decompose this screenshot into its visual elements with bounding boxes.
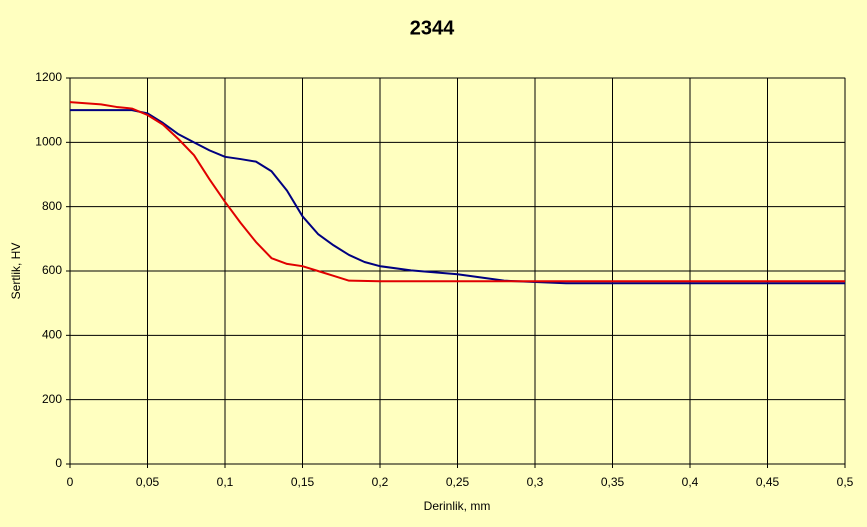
- x-tick-label: 0,45: [756, 475, 780, 489]
- y-tick-label: 600: [42, 263, 62, 277]
- x-tick-label: 0,05: [136, 475, 160, 489]
- x-tick-label: 0,25: [446, 475, 470, 489]
- y-tick-label: 1000: [35, 135, 62, 149]
- y-tick-label: 1200: [35, 70, 62, 84]
- x-tick-label: 0,2: [372, 475, 389, 489]
- y-tick-label: 800: [42, 199, 62, 213]
- x-tick-label: 0,35: [601, 475, 625, 489]
- x-axis-label: Derinlik, mm: [424, 499, 491, 513]
- y-tick-label: 400: [42, 328, 62, 342]
- x-tick-label: 0,4: [682, 475, 699, 489]
- y-tick-label: 0: [55, 456, 62, 470]
- y-tick-label: 200: [42, 392, 62, 406]
- x-tick-label: 0,15: [291, 475, 315, 489]
- x-tick-label: 0,1: [217, 475, 234, 489]
- x-tick-label: 0: [67, 475, 74, 489]
- chart-title: 2344: [410, 17, 455, 39]
- series-line: [69, 101, 845, 283]
- series-line: [70, 109, 845, 285]
- x-tick-label: 0,3: [527, 475, 544, 489]
- y-axis-label: Sertlik, HV: [9, 243, 23, 300]
- x-tick-label: 0,5: [837, 475, 854, 489]
